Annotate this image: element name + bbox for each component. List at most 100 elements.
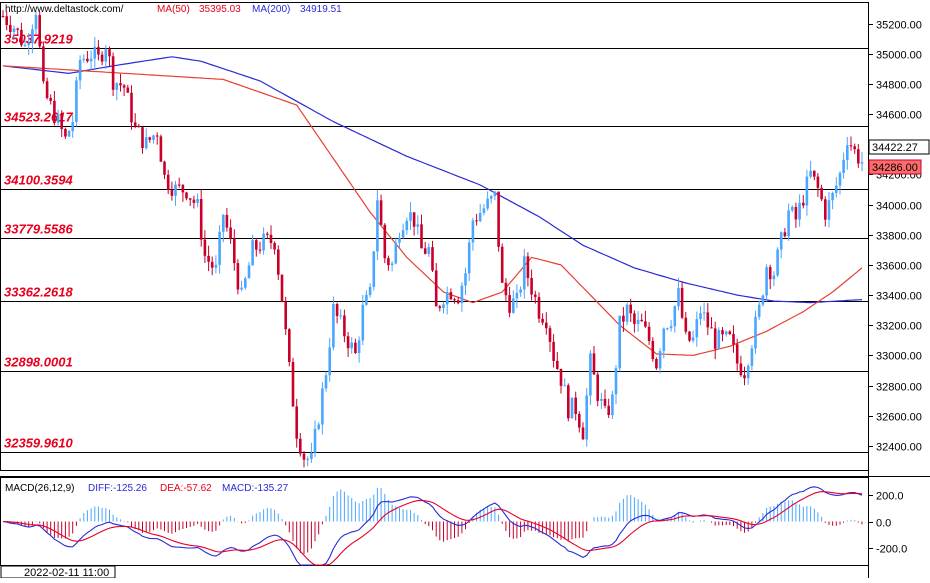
level-label: 33779.5586 [4, 222, 73, 237]
support-resistance-levels: 35037.921934523.261734100.359433779.5586… [0, 32, 868, 453]
candle-up [805, 176, 809, 206]
candle-up [222, 214, 225, 232]
candle-down [534, 294, 537, 297]
candle-up [89, 58, 93, 62]
candle-down [530, 278, 533, 295]
candle-down [119, 83, 122, 86]
candle-down [299, 438, 302, 454]
candle-up [467, 242, 471, 274]
candle-down [387, 258, 390, 266]
ma50-label: MA(50) [157, 4, 190, 15]
macd-name: MACD(26,12,9) [5, 483, 74, 494]
candle-down [603, 398, 607, 406]
candle-down [578, 413, 581, 428]
level-label: 32359.9610 [4, 436, 73, 451]
date-label: 2022-02-11 11:00 [24, 567, 109, 578]
candle-down [42, 46, 45, 82]
candle-down [548, 328, 552, 342]
macd-tick-label: 0.0 [876, 518, 891, 530]
candle-down [170, 189, 174, 196]
candle-down [177, 184, 181, 186]
candle-up [662, 328, 666, 352]
price-axis: 35200.0035000.0034800.0034600.0034400.00… [868, 20, 922, 454]
candle-up [339, 315, 342, 317]
candle-down [284, 301, 287, 330]
candle-down [49, 98, 52, 101]
candle-down [166, 174, 170, 190]
candle-down [567, 385, 570, 419]
candle-up [401, 230, 405, 238]
candle-down [137, 125, 141, 128]
candle-up [842, 159, 845, 173]
level-label: 34523.2617 [4, 110, 73, 125]
candle-up [27, 43, 30, 45]
price-tick-label: 33000.00 [876, 351, 922, 363]
candle-down [508, 295, 511, 313]
candle-down [802, 202, 805, 206]
candle-up [791, 207, 794, 211]
candle-down [504, 282, 508, 296]
candle-up [324, 375, 328, 389]
price-tick-label: 32600.00 [876, 412, 922, 424]
candle-up [365, 294, 368, 305]
candle-up [34, 15, 38, 30]
candle-down [783, 232, 787, 237]
candle-down [379, 200, 383, 225]
candle-down [126, 87, 130, 93]
macd-value: MACD:-135.27 [222, 483, 289, 494]
candle-up [251, 240, 254, 266]
candle-up [809, 170, 812, 177]
candle-down [816, 176, 820, 188]
candle-down [651, 341, 655, 360]
ma200-label: MA(200) [252, 4, 290, 15]
candle-down [644, 321, 647, 327]
candle-up [313, 428, 317, 453]
candle-up [12, 28, 16, 32]
candle-up [214, 264, 218, 268]
candle-up [776, 249, 779, 276]
price-tick-label: 34800.00 [876, 80, 922, 92]
macd-diff: DIFF:-125.26 [88, 483, 147, 494]
candle-up [398, 237, 401, 243]
candle-down [64, 129, 67, 137]
candle-down [185, 192, 188, 199]
candle-up [152, 135, 155, 140]
candle-down [559, 368, 563, 386]
candle-down [130, 92, 133, 123]
candle-down [277, 249, 280, 275]
price-tick-label: 34600.00 [876, 110, 922, 122]
candle-down [203, 239, 207, 256]
candle-down [38, 15, 41, 47]
candle-down [541, 318, 544, 323]
candle-down [857, 149, 860, 164]
last-price-text: 34422.27 [872, 142, 918, 154]
candle-down [295, 406, 298, 439]
macd-tick-label: -200.0 [876, 544, 907, 556]
candle-down [728, 331, 732, 334]
candle-up [600, 398, 603, 401]
candle-down [735, 344, 739, 364]
candle-down [449, 292, 453, 300]
macd-dea-line [2, 491, 863, 566]
candle-down [640, 319, 643, 322]
candle-up [31, 29, 34, 44]
candle-down [60, 114, 63, 129]
price-tick-label: 33600.00 [876, 261, 922, 273]
level-label: 33362.2618 [4, 285, 73, 300]
candle-down [622, 315, 625, 322]
macd-dea: DEA:-57.62 [160, 483, 212, 494]
candle-up [493, 191, 497, 196]
candle-down [574, 397, 577, 414]
candle-down [526, 256, 530, 278]
candle-down [412, 212, 416, 227]
candle-up [350, 342, 353, 349]
candle-up [56, 114, 60, 123]
candle-down [288, 329, 291, 362]
candle-up [570, 397, 574, 419]
candle-down [207, 255, 210, 262]
candle-down [291, 362, 295, 407]
candle-up [244, 278, 247, 288]
candle-down [824, 199, 827, 220]
candle-down [592, 353, 596, 375]
candle-up [512, 298, 515, 313]
